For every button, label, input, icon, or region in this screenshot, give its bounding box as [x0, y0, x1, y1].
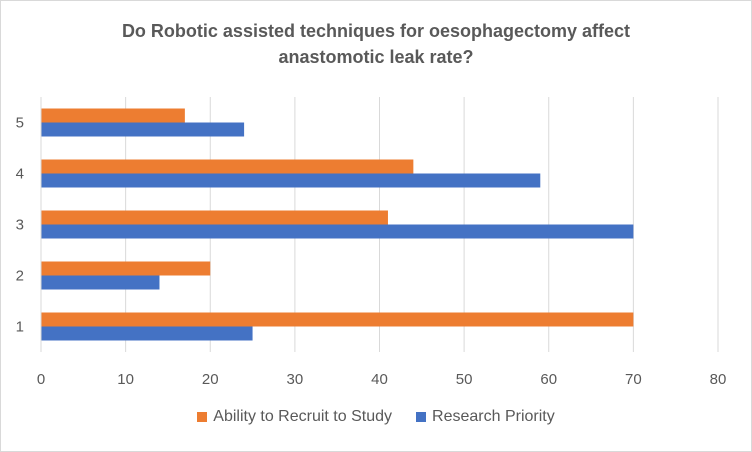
bar-priority-5: [41, 122, 245, 137]
bar-priority-3: [41, 224, 634, 239]
bar-priority-2: [41, 275, 160, 290]
y-tick-label-2: 2: [16, 268, 24, 285]
x-tick-label-20: 20: [202, 371, 219, 388]
x-tick-label-80: 80: [710, 371, 727, 388]
chart-title-line-1: Do Robotic assisted techniques for oesop…: [121, 21, 631, 41]
y-tick-label-1: 1: [16, 319, 24, 336]
legend-label-priority: Research Priority: [432, 408, 555, 425]
legend-item-recruit: Ability to Recruit to Study: [197, 408, 392, 426]
x-tick-label-40: 40: [371, 371, 388, 388]
legend-swatch-priority: [416, 412, 427, 422]
x-tick-label-10: 10: [117, 371, 134, 388]
y-tick-label-5: 5: [16, 115, 24, 132]
bar-priority-1: [41, 326, 253, 341]
x-tick-label-0: 0: [37, 371, 45, 388]
bar-recruit-5: [41, 108, 185, 123]
chart-title: Do Robotic assisted techniques for oesop…: [0, 18, 752, 70]
legend: Ability to Recruit to Study Research Pri…: [0, 408, 752, 426]
x-tick-label-50: 50: [456, 371, 473, 388]
x-tick-label-30: 30: [287, 371, 304, 388]
bar-recruit-4: [41, 159, 414, 174]
bar-recruit-2: [41, 261, 211, 276]
bar-recruit-1: [41, 312, 634, 327]
legend-swatch-recruit: [197, 412, 208, 422]
chart-title-line-2: anastomotic leak rate?: [278, 47, 474, 67]
x-tick-label-70: 70: [625, 371, 642, 388]
legend-label-recruit: Ability to Recruit to Study: [213, 408, 393, 425]
bar-recruit-3: [41, 210, 388, 225]
legend-item-priority: Research Priority: [416, 408, 555, 426]
bar-priority-4: [41, 173, 541, 188]
y-tick-label-4: 4: [16, 166, 24, 183]
y-tick-label-3: 3: [16, 217, 24, 234]
x-tick-label-60: 60: [540, 371, 557, 388]
